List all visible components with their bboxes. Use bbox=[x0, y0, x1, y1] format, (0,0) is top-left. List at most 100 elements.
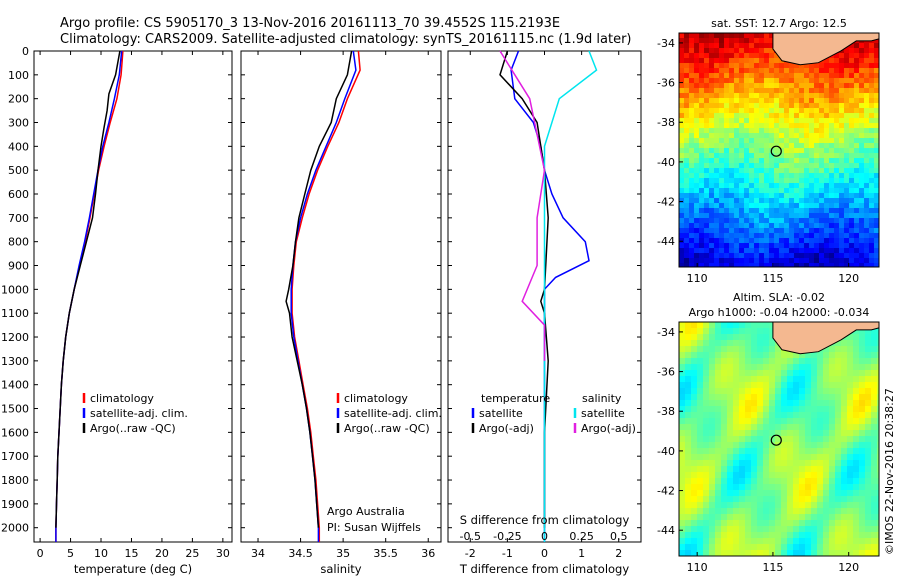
heatmap-cell bbox=[739, 198, 744, 203]
heatmap-cell bbox=[704, 168, 709, 173]
heatmap-cell bbox=[829, 168, 834, 173]
heatmap-cell bbox=[781, 508, 787, 514]
heatmap-cell bbox=[774, 138, 779, 143]
heatmap-cell bbox=[684, 243, 689, 248]
heatmap-cell bbox=[757, 394, 763, 400]
heatmap-cell bbox=[799, 113, 804, 118]
heatmap-cell bbox=[679, 484, 685, 490]
heatmap-cell bbox=[829, 128, 834, 133]
heatmap-cell bbox=[751, 334, 757, 340]
heatmap-cell bbox=[744, 208, 749, 213]
heatmap-cell bbox=[734, 68, 739, 73]
heatmap-cell bbox=[769, 532, 775, 538]
heatmap-cell bbox=[739, 33, 744, 38]
heatmap-cell bbox=[829, 370, 835, 376]
heatmap-cell bbox=[697, 382, 703, 388]
heatmap-cell bbox=[679, 63, 684, 68]
heatmap-cell bbox=[829, 346, 835, 352]
heatmap-cell bbox=[684, 188, 689, 193]
heatmap-cell bbox=[739, 430, 745, 436]
heatmap-cell bbox=[817, 484, 823, 490]
heatmap-cell bbox=[697, 400, 703, 406]
heatmap-cell bbox=[779, 183, 784, 188]
heatmap-cell bbox=[793, 388, 799, 394]
heatmap-cell bbox=[841, 370, 847, 376]
heatmap-cell bbox=[859, 218, 864, 223]
heatmap-cell bbox=[679, 68, 684, 73]
heatmap-cell bbox=[764, 158, 769, 163]
heatmap-cell bbox=[804, 168, 809, 173]
heatmap-cell bbox=[874, 163, 879, 168]
heatmap-cell bbox=[714, 163, 719, 168]
heatmap-cell bbox=[721, 550, 727, 556]
heatmap-cell bbox=[729, 248, 734, 253]
heatmap-cell bbox=[704, 48, 709, 53]
heatmap-cell bbox=[697, 364, 703, 370]
heatmap-cell bbox=[745, 412, 751, 418]
heatmap-cell bbox=[714, 228, 719, 233]
heatmap-cell bbox=[829, 526, 835, 532]
heatmap-cell bbox=[859, 544, 865, 550]
heatmap-cell bbox=[839, 113, 844, 118]
heatmap-cell bbox=[824, 163, 829, 168]
heatmap-cell bbox=[754, 208, 759, 213]
heatmap-cell bbox=[864, 68, 869, 73]
heatmap-cell bbox=[749, 123, 754, 128]
heatmap-cell bbox=[715, 442, 721, 448]
heatmap-cell bbox=[694, 163, 699, 168]
heatmap-cell bbox=[699, 123, 704, 128]
heatmap-cell bbox=[849, 203, 854, 208]
heatmap-cell bbox=[811, 382, 817, 388]
heatmap-cell bbox=[729, 193, 734, 198]
heatmap-cell bbox=[715, 412, 721, 418]
heatmap-cell bbox=[749, 113, 754, 118]
heatmap-cell bbox=[774, 228, 779, 233]
heatmap-cell bbox=[779, 168, 784, 173]
heatmap-cell bbox=[799, 370, 805, 376]
heatmap-cell bbox=[869, 88, 874, 93]
heatmap-cell bbox=[709, 73, 714, 78]
heatmap-cell bbox=[864, 58, 869, 63]
heatmap-cell bbox=[859, 198, 864, 203]
heatmap-cell bbox=[764, 148, 769, 153]
heatmap-cell bbox=[823, 454, 829, 460]
heatmap-cell bbox=[749, 143, 754, 148]
heatmap-cell bbox=[679, 83, 684, 88]
heatmap-cell bbox=[685, 550, 691, 556]
heatmap-cell bbox=[864, 223, 869, 228]
heatmap-cell bbox=[844, 213, 849, 218]
heatmap-cell bbox=[824, 78, 829, 83]
heatmap-cell bbox=[781, 358, 787, 364]
heatmap-cell bbox=[853, 430, 859, 436]
heatmap-cell bbox=[679, 253, 684, 258]
heatmap-cell bbox=[844, 63, 849, 68]
heatmap-cell bbox=[719, 118, 724, 123]
heatmap-cell bbox=[784, 88, 789, 93]
heatmap-cell bbox=[829, 103, 834, 108]
heatmap-cell bbox=[835, 550, 841, 556]
heatmap-cell bbox=[715, 454, 721, 460]
heatmap-cell bbox=[859, 520, 865, 526]
heatmap-cell bbox=[839, 153, 844, 158]
heatmap-cell bbox=[794, 113, 799, 118]
heatmap-cell bbox=[824, 128, 829, 133]
heatmap-cell bbox=[784, 73, 789, 78]
heatmap-cell bbox=[859, 193, 864, 198]
heatmap-cell bbox=[709, 526, 715, 532]
heatmap-cell bbox=[859, 352, 865, 358]
heatmap-cell bbox=[715, 448, 721, 454]
heatmap-cell bbox=[709, 478, 715, 484]
heatmap-cell bbox=[744, 238, 749, 243]
heatmap-cell bbox=[859, 123, 864, 128]
heatmap-cell bbox=[814, 183, 819, 188]
heatmap-cell bbox=[834, 208, 839, 213]
heatmap-cell bbox=[841, 484, 847, 490]
heatmap-cell bbox=[829, 163, 834, 168]
heatmap-cell bbox=[739, 346, 745, 352]
y-tick-label: 400 bbox=[8, 140, 29, 153]
heatmap-cell bbox=[719, 183, 724, 188]
heatmap-cell bbox=[849, 238, 854, 243]
heatmap-cell bbox=[789, 263, 794, 267]
heatmap-cell bbox=[811, 352, 817, 358]
